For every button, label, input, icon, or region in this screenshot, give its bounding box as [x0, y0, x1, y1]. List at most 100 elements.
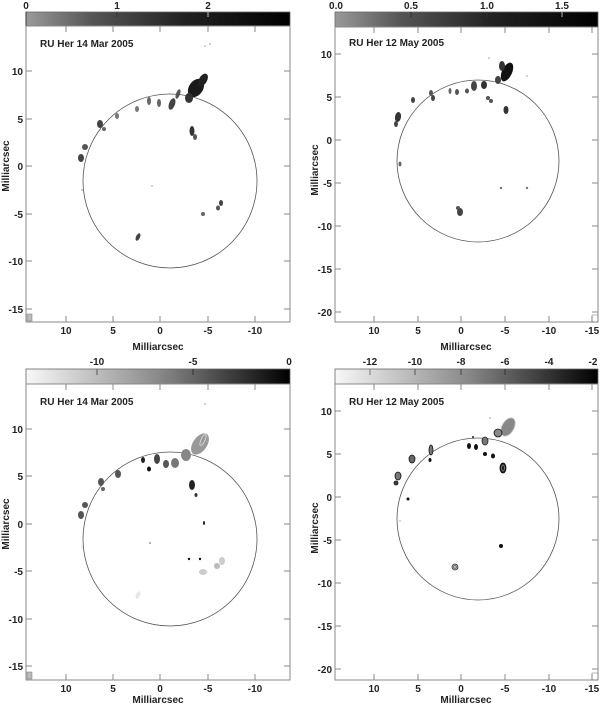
- svg-text:-15: -15: [9, 662, 24, 673]
- colorbar-tick: 0: [286, 357, 292, 368]
- reference-circle: [396, 79, 560, 243]
- svg-text:-20: -20: [318, 308, 333, 319]
- beam-icon: [26, 671, 33, 680]
- colorbar-tick: 0.0: [329, 1, 343, 12]
- plot-frame: [334, 383, 599, 681]
- colorbar: 0 1 2: [23, 1, 291, 27]
- colorbar-tick: -10: [90, 357, 105, 368]
- panel-title: RU Her 12 May 2005: [349, 397, 444, 408]
- svg-text:-10: -10: [542, 326, 557, 337]
- svg-text:5: 5: [17, 115, 23, 126]
- svg-text:10: 10: [12, 67, 24, 78]
- svg-text:10: 10: [60, 684, 72, 695]
- svg-text:-15: -15: [585, 684, 600, 695]
- x-axis-label: Milliarcsec: [132, 342, 184, 353]
- svg-text:10: 10: [321, 50, 333, 61]
- reference-circle: [396, 437, 560, 601]
- reference-circle: [82, 93, 258, 269]
- svg-text:-15: -15: [318, 265, 333, 276]
- y-axis-label: Milliarcsec: [1, 140, 12, 192]
- svg-text:-5: -5: [204, 326, 213, 337]
- panel-title: RU Her 12 May 2005: [349, 38, 444, 49]
- y-axis-label: Milliarcsec: [310, 502, 321, 554]
- panel-top-left: 0 1 2 RU Her 14 Mar 2005: [1, 1, 291, 353]
- svg-text:5: 5: [110, 684, 116, 695]
- maser-spots: [393, 417, 516, 571]
- colorbar-tick: -12: [363, 357, 378, 368]
- colorbar-tick: -8: [457, 357, 466, 368]
- y-tick-labels: 10 5 0 -5 -10 -15: [9, 425, 24, 673]
- svg-text:-15: -15: [9, 305, 24, 316]
- colorbar: 0.0 0.5 1.0 1.5: [329, 1, 599, 28]
- colorbar-tick: -5: [189, 357, 198, 368]
- svg-text:-15: -15: [318, 622, 333, 633]
- beam-icon: [591, 672, 599, 681]
- colorbar: -12 -10 -8 -6 -4 -2: [334, 357, 599, 385]
- colorbar-tick: 1.5: [555, 1, 569, 12]
- y-axis-label: Milliarcsec: [1, 498, 12, 550]
- svg-text:-10: -10: [318, 579, 333, 590]
- svg-text:5: 5: [17, 472, 23, 483]
- svg-text:-5: -5: [501, 684, 510, 695]
- x-axis-label: Milliarcsec: [132, 695, 184, 704]
- svg-text:0: 0: [326, 136, 332, 147]
- x-axis-label: Milliarcsec: [440, 695, 492, 704]
- svg-text:-10: -10: [542, 684, 557, 695]
- svg-text:-10: -10: [248, 326, 263, 337]
- panel-title: RU Her 14 Mar 2005: [40, 39, 134, 50]
- x-tick-labels: 10 5 0 -5 -10 -15: [368, 326, 599, 337]
- svg-text:0: 0: [458, 326, 464, 337]
- plot-frame: [25, 25, 291, 323]
- svg-text:0: 0: [326, 493, 332, 504]
- beam-icon: [591, 314, 599, 323]
- colorbar-tick: 1.0: [480, 1, 494, 12]
- panel-bottom-right: -12 -10 -8 -6 -4 -2: [310, 357, 600, 704]
- svg-text:0: 0: [17, 162, 23, 173]
- svg-text:0: 0: [157, 684, 163, 695]
- svg-text:-15: -15: [585, 326, 600, 337]
- colorbar-tick: 0.5: [404, 1, 418, 12]
- svg-text:5: 5: [326, 93, 332, 104]
- x-tick-labels: 10 5 0 -5 -10: [60, 326, 262, 337]
- svg-text:10: 10: [321, 407, 333, 418]
- colorbar-tick: -2: [589, 357, 598, 368]
- svg-text:-10: -10: [9, 615, 24, 626]
- plot-frame: [334, 26, 599, 323]
- y-axis-label: Milliarcsec: [310, 144, 321, 196]
- svg-text:5: 5: [415, 326, 421, 337]
- x-axis-label: Milliarcsec: [440, 342, 492, 353]
- svg-text:-5: -5: [14, 567, 23, 578]
- svg-text:0: 0: [157, 326, 163, 337]
- plot-frame: [25, 383, 291, 681]
- svg-text:10: 10: [368, 684, 380, 695]
- svg-text:0: 0: [458, 684, 464, 695]
- panel-bottom-left: -10 -5 0 RU Her 14 Mar 2005 10: [1, 357, 292, 704]
- svg-text:0: 0: [17, 520, 23, 531]
- y-tick-labels: 10 5 0 -5 -10 -15: [9, 67, 24, 316]
- svg-text:-5: -5: [323, 536, 332, 547]
- x-tick-labels: 10 5 0 -5 -10 -15: [368, 684, 599, 695]
- colorbar: -10 -5 0: [25, 357, 292, 385]
- panel-top-right: 0.0 0.5 1.0 1.5 RU: [310, 1, 600, 353]
- maser-spots: [78, 43, 223, 241]
- maser-spots: [394, 57, 529, 216]
- y-tick-labels: 10 5 0 -5 -10 -15 -20: [318, 50, 333, 319]
- colorbar-tick: -6: [501, 357, 510, 368]
- colorbar-tick: 1: [114, 1, 120, 12]
- svg-text:-5: -5: [14, 210, 23, 221]
- x-tick-labels: 10 5 0 -5 -10: [60, 684, 262, 695]
- beam-icon: [26, 313, 33, 322]
- svg-text:-5: -5: [204, 684, 213, 695]
- svg-text:-10: -10: [9, 257, 24, 268]
- colorbar-tick: -4: [545, 357, 554, 368]
- svg-text:-20: -20: [318, 665, 333, 676]
- svg-text:5: 5: [326, 450, 332, 461]
- y-tick-labels: 10 5 0 -5 -10 -15 -20: [318, 407, 333, 676]
- maser-spots: [78, 403, 225, 599]
- svg-text:5: 5: [110, 326, 116, 337]
- colorbar-tick: 2: [205, 1, 211, 12]
- svg-text:-10: -10: [248, 684, 263, 695]
- svg-text:-5: -5: [323, 179, 332, 190]
- colorbar-tick: 0: [23, 1, 29, 12]
